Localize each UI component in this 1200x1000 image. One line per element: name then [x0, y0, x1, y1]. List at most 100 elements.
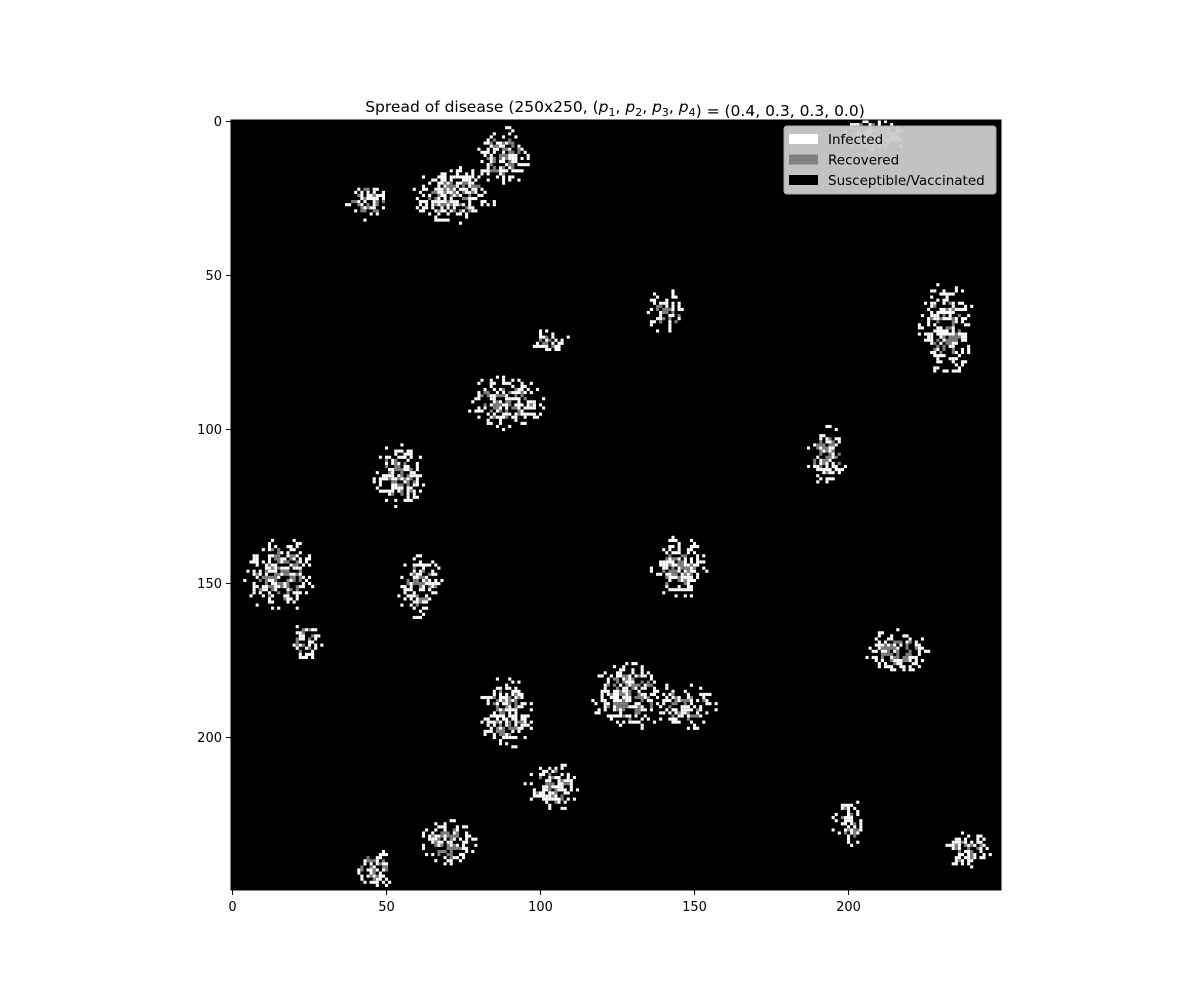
infected-cell [677, 551, 681, 555]
infected-cell [819, 468, 823, 472]
infected-cell [511, 169, 515, 173]
infected-cell [668, 326, 672, 330]
infected-cell [492, 150, 496, 154]
infected-cell [412, 606, 416, 610]
recovered-cell [954, 338, 958, 342]
infected-cell [865, 655, 869, 659]
infected-cell [471, 837, 475, 841]
infected-cell [458, 859, 462, 863]
infected-cell [850, 828, 854, 832]
infected-cell [671, 563, 675, 567]
infected-cell [385, 853, 389, 857]
infected-cell [360, 190, 364, 194]
recovered-cell [612, 702, 616, 706]
infected-cell [440, 181, 444, 185]
infected-cell [428, 212, 432, 216]
infected-cell [480, 160, 484, 164]
infected-cell [696, 699, 700, 703]
infected-cell [619, 671, 623, 675]
infected-cell [548, 779, 552, 783]
infected-cell [520, 714, 524, 718]
infected-cell [603, 699, 607, 703]
infected-cell [458, 187, 462, 191]
infected-cell [652, 689, 657, 693]
recovered-cell [471, 190, 475, 194]
infected-cell [822, 449, 826, 453]
recovered-cell [434, 840, 438, 844]
infected-cell [542, 788, 546, 792]
recovered-cell [508, 160, 512, 164]
infected-cell [514, 686, 518, 690]
infected-cell [806, 464, 811, 469]
infected-cell [508, 132, 512, 136]
infected-cell [668, 323, 672, 327]
recovered-cell [397, 477, 401, 481]
infected-cell [942, 369, 946, 373]
infected-cell [696, 726, 700, 730]
recovered-cell [480, 394, 484, 398]
recovered-cell [495, 729, 499, 733]
recovered-cell [853, 822, 857, 826]
infected-cell [834, 428, 838, 432]
infected-cell [431, 837, 435, 841]
infected-cell [964, 304, 968, 308]
recovered-cell [896, 652, 900, 656]
infected-cell [492, 203, 496, 207]
recovered-cell [308, 628, 312, 632]
infected-cell [671, 695, 675, 700]
infected-cell [529, 720, 533, 724]
infected-cell [431, 853, 435, 857]
recovered-cell [363, 187, 367, 191]
infected-cell [412, 187, 416, 191]
infected-cell [274, 588, 278, 592]
infected-cell [421, 831, 426, 835]
infected-cell [948, 357, 952, 361]
legend-label-recovered: Recovered [828, 153, 899, 169]
recovered-cell [508, 400, 512, 404]
infected-cell [292, 572, 296, 576]
infected-cell [400, 477, 404, 481]
infected-cell [508, 711, 512, 715]
infected-cell [554, 347, 558, 351]
infected-cell [831, 464, 835, 469]
infected-cell [714, 708, 718, 712]
recovered-cell [311, 634, 315, 638]
infected-cell [465, 178, 469, 182]
infected-cell [526, 406, 530, 410]
recovered-cell [957, 859, 961, 863]
infected-cell [539, 344, 543, 348]
infected-cell [483, 406, 487, 410]
infected-cell [526, 153, 530, 157]
infected-cell [825, 464, 829, 469]
y-tick-label: 50 [205, 269, 222, 284]
infected-cell [412, 591, 416, 595]
recovered-cell [677, 575, 681, 579]
infected-cell [449, 178, 453, 182]
infected-cell [877, 662, 881, 666]
infected-cell [612, 692, 616, 696]
infected-cell [397, 449, 401, 453]
recovered-cell [859, 123, 863, 127]
recovered-cell [267, 594, 272, 598]
recovered-cell [640, 695, 644, 700]
infected-cell [853, 825, 857, 829]
infected-cell [557, 776, 561, 780]
infected-cell [677, 588, 681, 592]
infected-cell [606, 714, 610, 718]
infected-cell [505, 686, 509, 690]
recovered-cell [495, 705, 499, 709]
recovered-cell [286, 569, 290, 573]
infected-cell [539, 403, 543, 407]
infected-cell [677, 720, 681, 724]
infected-cell [434, 822, 438, 826]
infected-cell [449, 175, 453, 179]
infected-cell [508, 126, 512, 130]
infected-cell [243, 578, 247, 582]
infected-cell [914, 662, 918, 666]
infected-cell [486, 150, 490, 154]
infected-cell [421, 834, 426, 838]
recovered-cell [560, 794, 564, 798]
infected-cell [689, 569, 693, 573]
recovered-cell [295, 563, 299, 567]
